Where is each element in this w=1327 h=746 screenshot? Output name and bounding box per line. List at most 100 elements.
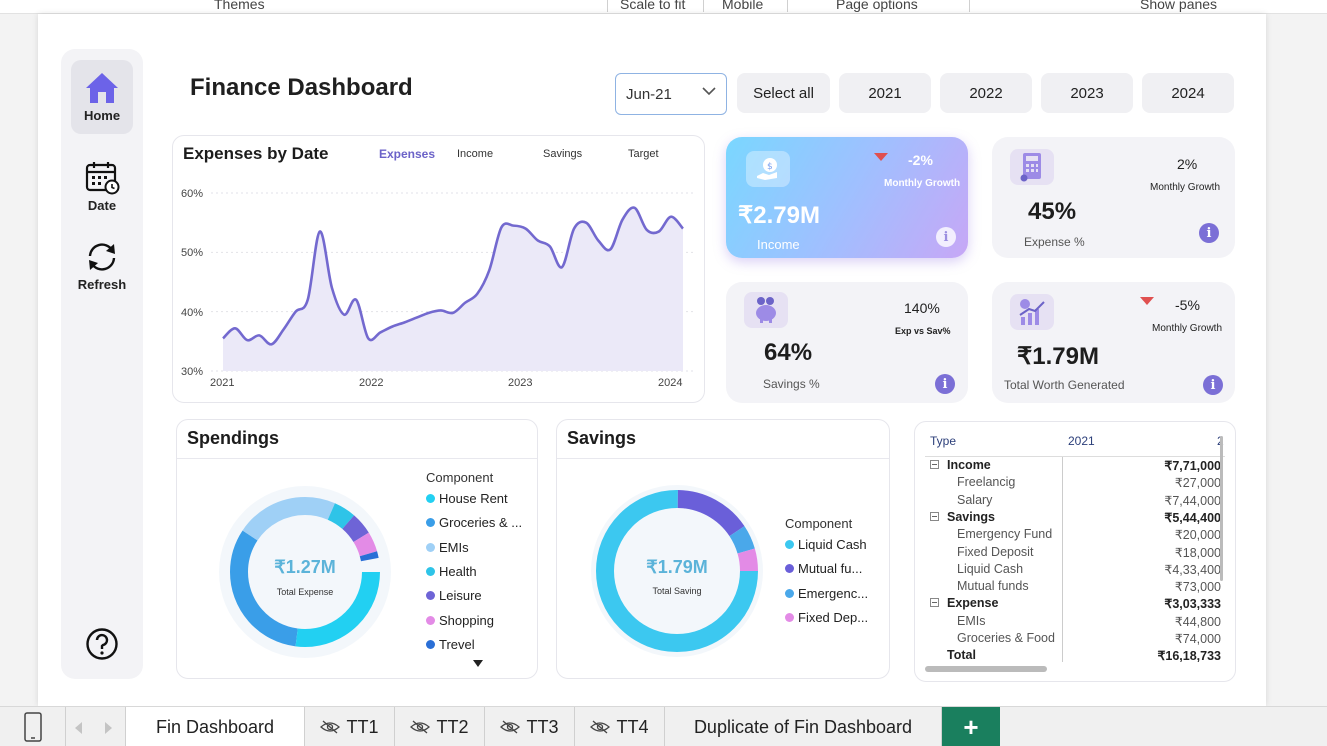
info-icon[interactable]: i <box>935 374 955 394</box>
data-point[interactable] <box>401 318 409 326</box>
data-point[interactable] <box>618 216 626 224</box>
data-point[interactable] <box>340 311 348 319</box>
matrix-row[interactable]: EMIs ₹44,800 <box>957 614 1221 629</box>
legend-item[interactable]: House Rent <box>426 491 508 506</box>
tab-fin-dashboard[interactable]: Fin Dashboard <box>126 707 305 746</box>
year-chip-2021[interactable]: 2021 <box>839 73 931 113</box>
matrix-header-type[interactable]: Type <box>930 434 957 448</box>
tab-tt1[interactable]: TT1 <box>305 707 395 746</box>
select-all-button[interactable]: Select all <box>737 73 830 113</box>
matrix-row[interactable]: Emergency Fund ₹20,000 <box>957 527 1221 542</box>
nav-home[interactable]: Home <box>71 60 133 134</box>
ribbon-page-options[interactable]: Page options <box>836 0 918 12</box>
year-chip-2022[interactable]: 2022 <box>940 73 1032 113</box>
legend-item[interactable]: Health <box>426 564 477 579</box>
tab-tt4[interactable]: TT4 <box>575 707 665 746</box>
expenses-series-line[interactable] <box>222 206 684 346</box>
nav-date[interactable]: Date <box>71 149 133 223</box>
nav-refresh[interactable]: Refresh <box>71 229 133 303</box>
matrix-row-total[interactable]: Total ₹16,18,733 <box>947 648 1221 663</box>
month-dropdown[interactable]: Jun-21 <box>615 73 727 115</box>
data-point[interactable] <box>449 309 457 317</box>
data-point[interactable] <box>388 323 396 331</box>
matrix-row[interactable]: Groceries & Food ₹74,000 <box>957 631 1221 646</box>
info-icon[interactable]: i <box>936 227 956 247</box>
data-point[interactable] <box>219 334 227 342</box>
data-point[interactable] <box>304 296 312 304</box>
matrix-row[interactable]: Expense ₹3,03,333 <box>930 596 1230 613</box>
tab-target[interactable]: Target <box>628 148 659 160</box>
ribbon-mobile[interactable]: Mobile <box>722 0 764 12</box>
data-point[interactable] <box>606 245 614 253</box>
tab-tt2[interactable]: TT2 <box>395 707 485 746</box>
data-point[interactable] <box>473 290 481 298</box>
data-point[interactable] <box>280 325 288 333</box>
data-point[interactable] <box>485 266 493 274</box>
data-point[interactable] <box>631 204 639 212</box>
data-point[interactable] <box>292 308 300 316</box>
data-point[interactable] <box>328 284 336 292</box>
legend-item[interactable]: Trevel <box>426 637 475 652</box>
legend-item[interactable]: Mutual fu... <box>785 561 862 576</box>
ribbon-show-panes[interactable]: Show panes <box>1140 0 1218 12</box>
data-point[interactable] <box>437 306 445 314</box>
tab-savings[interactable]: Savings <box>543 148 583 160</box>
data-point[interactable] <box>679 225 687 233</box>
vertical-scrollbar[interactable] <box>1220 436 1223 581</box>
tab-expenses[interactable]: Expenses <box>379 147 436 161</box>
legend-item[interactable]: Leisure <box>426 588 482 603</box>
data-point[interactable] <box>667 213 675 221</box>
data-point[interactable] <box>376 328 384 336</box>
data-point[interactable] <box>655 228 663 236</box>
data-point[interactable] <box>352 296 360 304</box>
matrix-row[interactable]: Income ₹7,71,000 <box>930 458 1230 475</box>
data-point[interactable] <box>231 324 239 332</box>
matrix-row[interactable]: Mutual funds ₹73,000 <box>957 579 1221 594</box>
add-page-button[interactable]: + <box>942 707 1000 746</box>
data-point[interactable] <box>255 331 263 339</box>
data-point[interactable] <box>570 225 578 233</box>
data-point[interactable] <box>558 263 566 271</box>
legend-item[interactable]: Groceries & ... <box>426 515 522 530</box>
data-point[interactable] <box>316 228 324 236</box>
data-point[interactable] <box>582 219 590 227</box>
data-point[interactable] <box>413 314 421 322</box>
legend-item[interactable]: Fixed Dep... <box>785 610 868 625</box>
tab-tt3[interactable]: TT3 <box>485 707 575 746</box>
info-icon[interactable]: i <box>1199 223 1219 243</box>
data-point[interactable] <box>497 223 505 231</box>
next-page-icon[interactable] <box>103 722 113 734</box>
info-icon[interactable]: i <box>1203 375 1223 395</box>
matrix-header-year[interactable]: 2021 <box>1068 434 1095 448</box>
collapse-icon[interactable] <box>930 512 939 521</box>
data-point[interactable] <box>510 222 518 230</box>
data-point[interactable] <box>267 340 275 348</box>
ribbon-scale-to-fit[interactable]: Scale to fit <box>620 0 686 12</box>
prev-page-icon[interactable] <box>74 722 84 734</box>
data-point[interactable] <box>643 226 651 234</box>
legend-item[interactable]: Shopping <box>426 613 494 628</box>
legend-item[interactable]: Emergenc... <box>785 586 868 601</box>
year-chip-2023[interactable]: 2023 <box>1041 73 1133 113</box>
data-point[interactable] <box>546 242 554 250</box>
data-point[interactable] <box>534 236 542 244</box>
data-point[interactable] <box>243 336 251 344</box>
tab-income[interactable]: Income <box>457 148 494 160</box>
collapse-icon[interactable] <box>930 460 939 469</box>
tab-duplicate-fin-dashboard[interactable]: Duplicate of Fin Dashboard <box>665 707 942 746</box>
matrix-row[interactable]: Liquid Cash ₹4,33,400 <box>957 562 1221 577</box>
data-point[interactable] <box>594 236 602 244</box>
data-point[interactable] <box>522 225 530 233</box>
matrix-row[interactable]: Salary ₹7,44,000 <box>957 493 1221 508</box>
matrix-row[interactable]: Savings ₹5,44,400 <box>930 510 1230 527</box>
mobile-view-button[interactable] <box>0 707 66 746</box>
matrix-row[interactable]: Freelancig ₹27,000 <box>957 475 1221 490</box>
legend-item[interactable]: EMIs <box>426 540 469 555</box>
help-icon[interactable] <box>85 627 119 661</box>
ribbon-themes[interactable]: Themes <box>214 0 265 12</box>
horizontal-scrollbar[interactable] <box>925 666 1047 672</box>
legend-item[interactable]: Liquid Cash <box>785 537 867 552</box>
data-point[interactable] <box>425 309 433 317</box>
data-point[interactable] <box>461 299 469 307</box>
legend-scroll-down-icon[interactable] <box>473 660 483 667</box>
